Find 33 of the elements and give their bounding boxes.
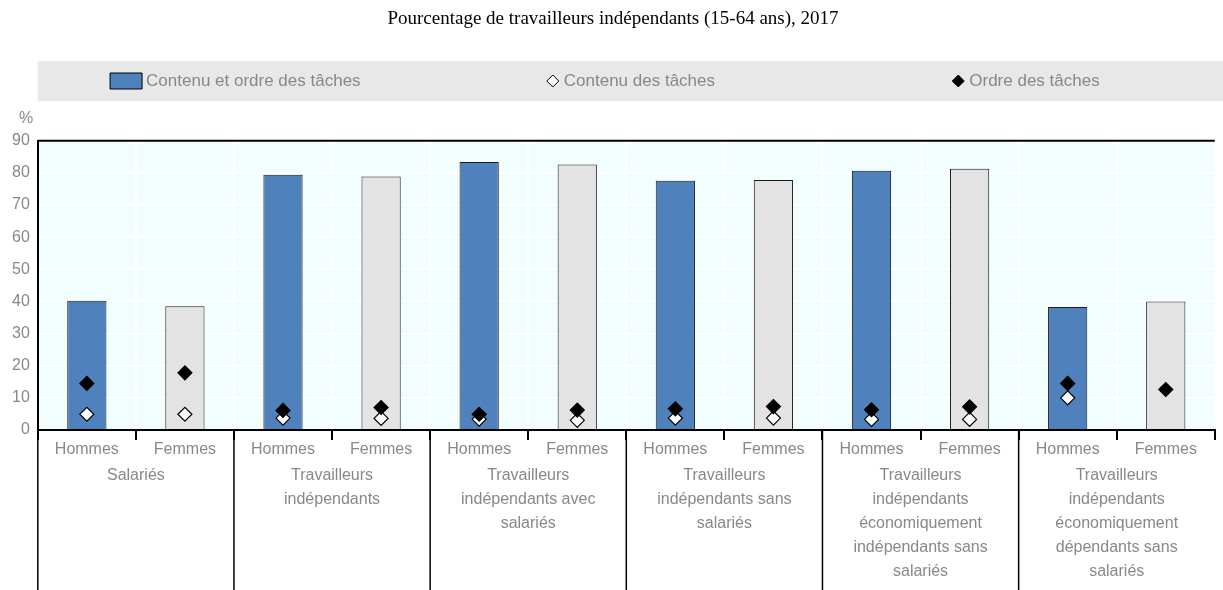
- x-tick-label: Hommes: [54, 440, 119, 458]
- x-tick-label: Hommes: [643, 440, 708, 458]
- text: Travailleurs indépendants avec salariés: [461, 466, 596, 532]
- text: Travailleurs indépendants: [284, 466, 381, 508]
- legend-label: Contenu et ordre des tâches: [146, 70, 361, 90]
- text: Travailleurs indépendants sans salariés: [657, 466, 792, 532]
- y-tick-label: 30: [12, 324, 30, 342]
- text: Salariés: [106, 466, 165, 484]
- text: Travailleurs indépendants économiquement indépendants sans salariés: [853, 466, 988, 580]
- x-tick-label: Hommes: [447, 440, 512, 458]
- legend-label: Ordre des tâches: [969, 70, 1100, 90]
- x-tick-label: Femmes: [938, 440, 1001, 458]
- text: Travailleurs indépendants économiquement dépendants sans salariés: [1055, 466, 1179, 580]
- x-tick-label: Femmes: [349, 440, 413, 458]
- y-tick-label: 80: [12, 163, 30, 181]
- chart-title: Pourcentage de travailleurs indépendants (15-64 ans), 2017: [387, 7, 839, 30]
- x-tick-label: Hommes: [839, 440, 904, 458]
- x-tick-label: Hommes: [251, 440, 316, 458]
- y-tick-label: 40: [12, 291, 30, 309]
- x-tick-label: Femmes: [153, 440, 217, 458]
- x-tick-label: Hommes: [1035, 440, 1100, 458]
- y-tick-label: 10: [12, 388, 30, 406]
- y-tick-label: 50: [12, 259, 30, 277]
- y-axis-title: %: [18, 109, 34, 127]
- y-tick-label: 60: [12, 227, 30, 245]
- y-tick-label: 20: [12, 356, 30, 374]
- y-tick-label: 70: [12, 195, 30, 213]
- x-tick-label: Femmes: [1134, 440, 1197, 458]
- legend-label: Contenu des tâches: [563, 70, 716, 90]
- x-tick-label: Femmes: [546, 440, 609, 458]
- y-tick-label: 0: [20, 420, 30, 438]
- x-tick-label: Femmes: [742, 440, 805, 458]
- y-tick-label: 90: [12, 131, 30, 149]
